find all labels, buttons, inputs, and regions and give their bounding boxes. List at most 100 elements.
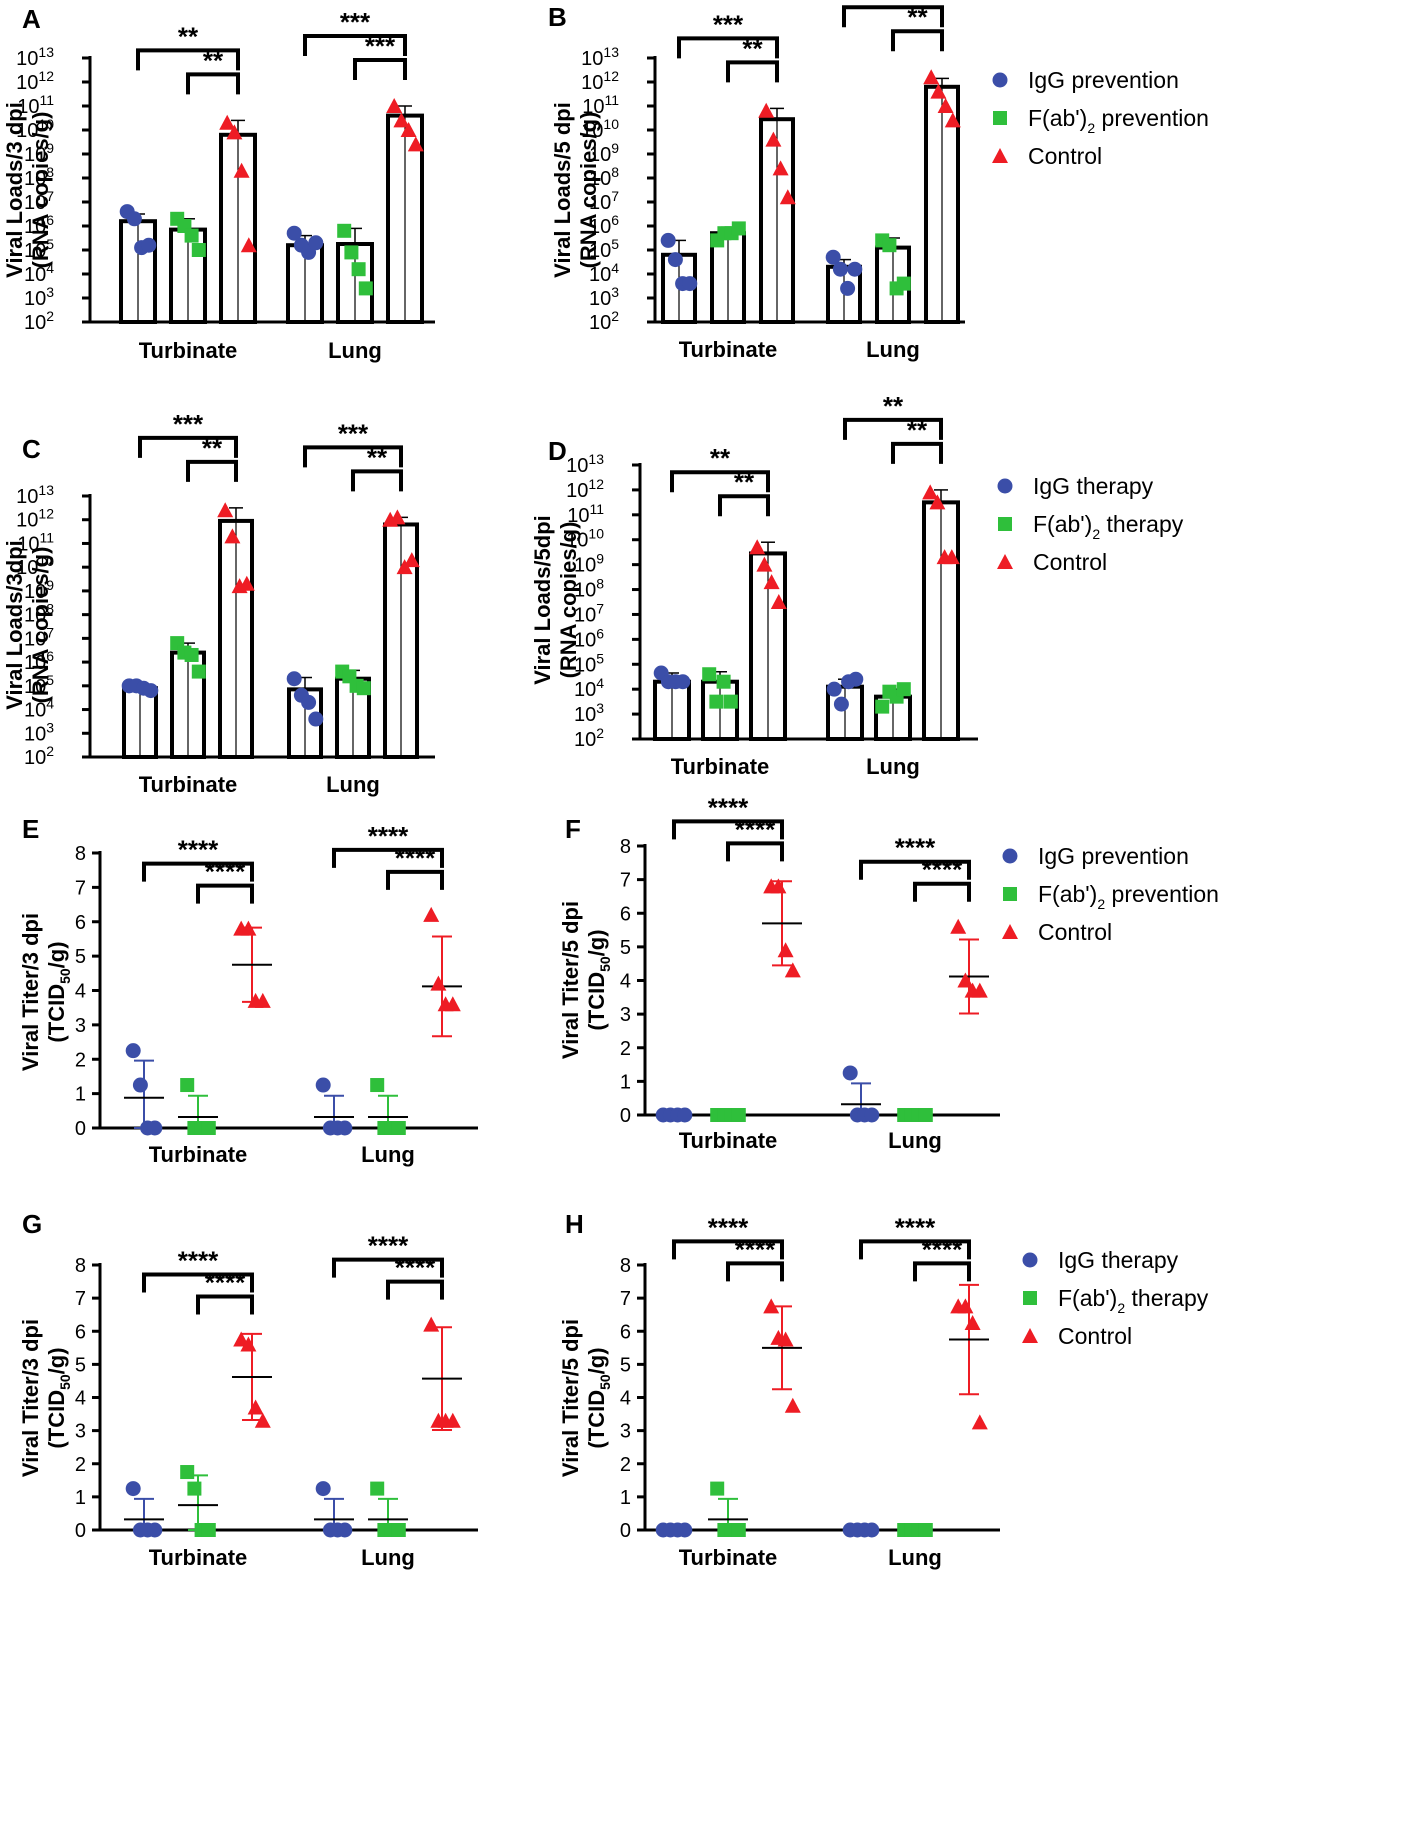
tick-base: 10 <box>574 604 596 626</box>
legend-subscript: 2 <box>1097 896 1105 912</box>
tick-base: 10 <box>16 120 38 142</box>
unit-subscript: 50 <box>597 1374 613 1390</box>
y-tick-label: 108 <box>589 164 619 190</box>
y-tick-label: 2 <box>620 1038 631 1060</box>
tick-base: 10 <box>24 192 46 214</box>
significance-bracket <box>196 883 254 904</box>
tick-exponent: 12 <box>603 68 619 84</box>
legend-marker-fab <box>1023 1291 1037 1305</box>
data-point <box>929 494 946 510</box>
data-point <box>238 575 255 591</box>
tick-base: 10 <box>574 729 596 751</box>
data-point <box>125 1043 141 1059</box>
y-tick-label: 109 <box>574 551 604 577</box>
y-tick-label: 1010 <box>16 116 54 142</box>
y-tick-label: 1 <box>620 1487 631 1509</box>
significance-stars: **** <box>205 857 246 887</box>
tick-exponent: 6 <box>596 625 604 641</box>
y-axis-title: Viral Loads/3dpi(RNA copies/g) <box>2 540 53 710</box>
significance-stars: ** <box>734 467 755 497</box>
tick-base: 10 <box>24 216 46 238</box>
y-tick-label: 2 <box>75 1049 86 1071</box>
y-tick-label: 103 <box>574 700 604 726</box>
significance-bracket <box>186 459 238 482</box>
y-axis-title-line1: Viral Loads/3dpi <box>2 540 27 710</box>
y-tick-label: 4 <box>75 1388 86 1410</box>
x-category-label: Turbinate <box>139 338 238 363</box>
y-tick-label: 105 <box>24 672 54 698</box>
data-point <box>765 131 782 147</box>
significance-bracket <box>138 435 238 458</box>
y-tick-label: 6 <box>620 1321 631 1343</box>
significance-bracket <box>142 861 254 882</box>
tick-base: 10 <box>17 533 39 555</box>
legend-subscript: 2 <box>1092 526 1100 542</box>
significance-bracket <box>913 1261 971 1282</box>
y-tick-label: 4 <box>75 981 86 1003</box>
data-point <box>675 674 691 690</box>
data-point <box>444 1412 461 1428</box>
tick-base: 10 <box>24 144 46 166</box>
y-tick-label: 108 <box>24 164 54 190</box>
y-tick-label: 1012 <box>16 506 54 532</box>
significance-bracket <box>891 441 943 464</box>
legend-text: F(ab') <box>1058 1285 1117 1311</box>
y-tick-label: 104 <box>589 260 619 286</box>
y-tick-label: 103 <box>24 719 54 745</box>
significance-bracket <box>386 869 444 890</box>
legend-text: F(ab') <box>1033 511 1092 537</box>
data-point <box>400 122 417 137</box>
data-point <box>702 667 717 682</box>
tick-exponent: 2 <box>611 308 619 324</box>
significance-stars: **** <box>178 1246 219 1276</box>
tick-base: 10 <box>17 96 39 118</box>
tick-exponent: 9 <box>611 140 619 156</box>
significance-stars: **** <box>895 1212 936 1242</box>
tick-base: 10 <box>24 700 46 722</box>
y-tick-label: 2 <box>620 1454 631 1476</box>
y-tick-label: 3 <box>620 1004 631 1026</box>
data-point <box>896 682 911 697</box>
unit-text: /g) <box>584 1347 609 1374</box>
tick-exponent: 4 <box>596 675 604 691</box>
data-point <box>141 237 157 253</box>
panel-label: D <box>548 436 567 466</box>
tick-base: 10 <box>574 654 596 676</box>
data-point <box>840 280 856 296</box>
significance-bracket <box>670 470 770 493</box>
significance-bracket <box>142 1272 254 1293</box>
data-point <box>187 1481 202 1496</box>
data-point <box>370 1078 385 1093</box>
tick-base: 10 <box>574 679 596 701</box>
significance-stars: **** <box>395 843 436 873</box>
data-point <box>731 1108 746 1122</box>
significance-stars: **** <box>895 833 936 863</box>
y-tick-label: 5 <box>75 1354 86 1376</box>
tick-base: 10 <box>24 168 46 190</box>
panel-label: F <box>565 814 581 844</box>
legend-subscript: 2 <box>1117 1300 1125 1316</box>
legend: IgG therapy F(ab')2 therapy Control <box>997 473 1184 575</box>
y-tick-label: 105 <box>589 236 619 262</box>
legend-label: IgG therapy <box>1058 1247 1179 1273</box>
significance-bracket <box>677 36 779 59</box>
y-axis-title-line2: (RNA copies/g) <box>576 112 601 269</box>
panel-g: G 0 1 2 3 4 5 6 7 8 Viral Titer/3 dpi(TCID50/g) Tur… <box>18 1209 478 1570</box>
data-point <box>351 262 366 277</box>
significance-bracket <box>332 847 444 868</box>
legend-label: Control <box>1028 143 1102 169</box>
y-tick-label: 8 <box>620 836 631 858</box>
tick-exponent: 13 <box>603 44 619 60</box>
y-axis-title-line2: (RNA copies/g) <box>28 547 53 704</box>
tick-exponent: 7 <box>611 188 619 204</box>
data-point <box>971 982 988 998</box>
x-category-label: Lung <box>326 772 380 797</box>
tick-base: 10 <box>16 510 38 532</box>
tick-exponent: 4 <box>46 260 54 276</box>
y-tick-label: 8 <box>75 1255 86 1277</box>
panel-label: C <box>22 434 41 464</box>
legend-text: IgG prevention <box>1028 67 1179 93</box>
data-point <box>240 237 257 253</box>
data-point <box>918 1523 933 1537</box>
data-point <box>847 261 863 277</box>
